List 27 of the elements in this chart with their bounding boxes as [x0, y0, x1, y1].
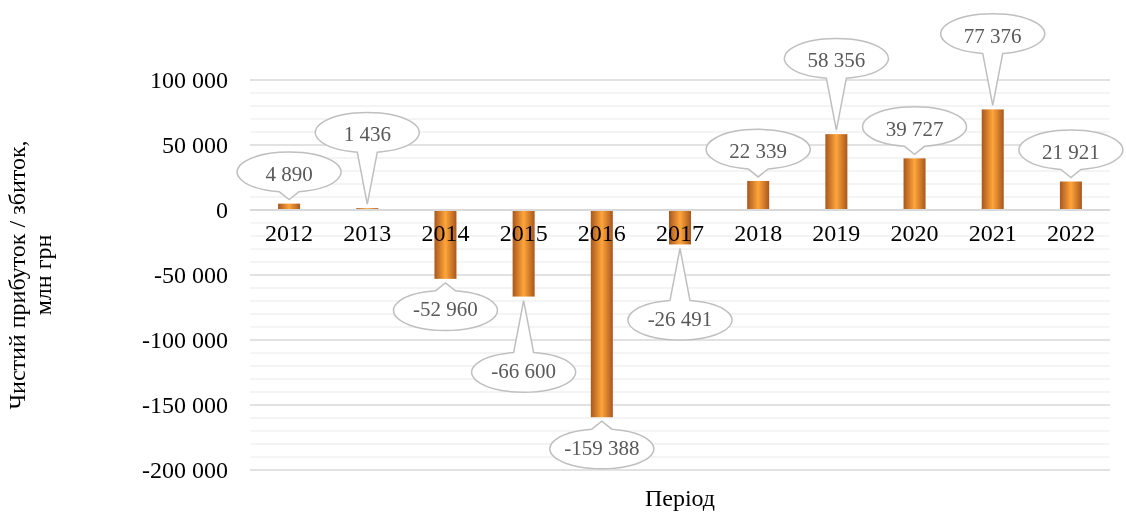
- data-label: 58 356: [807, 48, 866, 73]
- x-tick-label: 2020: [890, 220, 939, 247]
- y-tick-label: 0: [216, 197, 228, 224]
- y-tick-label: 50 000: [162, 132, 228, 159]
- y-tick-label: -200 000: [142, 457, 228, 484]
- y-tick-label: -100 000: [142, 327, 228, 354]
- y-tick-label: 100 000: [150, 67, 228, 94]
- data-label: 4 890: [265, 161, 313, 186]
- data-label: 77 376: [963, 23, 1022, 48]
- y-tick-label: -150 000: [142, 392, 228, 419]
- data-label: -159 388: [564, 435, 640, 460]
- x-tick-label: 2012: [265, 220, 314, 247]
- x-tick-label: 2013: [343, 220, 392, 247]
- data-label: 39 727: [885, 116, 944, 141]
- x-tick-label: 2021: [968, 220, 1017, 247]
- y-axis-title: Чистий прибуток / збиток, млн грн: [4, 140, 56, 410]
- data-label: -26 491: [647, 306, 713, 331]
- data-label: 1 436: [343, 122, 391, 147]
- x-axis-title: Період: [644, 485, 716, 511]
- data-label: -52 960: [413, 297, 478, 322]
- y-tick-label: -50 000: [154, 262, 228, 289]
- data-label: -66 600: [491, 358, 557, 383]
- x-tick-label: 2019: [812, 220, 861, 247]
- data-label: 22 339: [729, 139, 788, 164]
- x-tick-label: 2018: [734, 220, 783, 247]
- x-tick-label: 2022: [1046, 220, 1095, 247]
- data-label: 21 921: [1042, 139, 1100, 164]
